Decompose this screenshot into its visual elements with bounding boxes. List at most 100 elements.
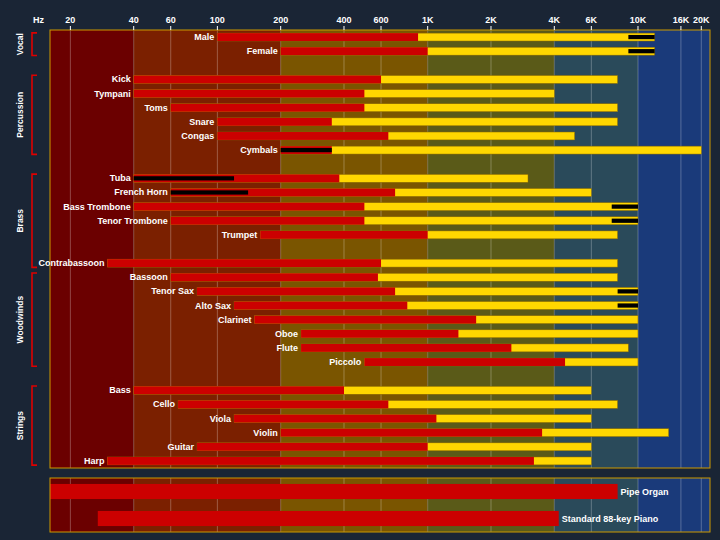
plot-area: [50, 30, 710, 468]
frequency-band: [638, 30, 710, 468]
plot-frame: [50, 30, 710, 468]
group-label: Woodwinds: [15, 296, 25, 344]
tick-mark: [427, 26, 428, 30]
range-bar: [134, 90, 555, 98]
grid-line: [70, 30, 71, 468]
group-label: Strings: [15, 411, 25, 441]
group-bracket: Percussion: [15, 75, 37, 154]
range-bar: [628, 49, 654, 53]
range-bar: [98, 511, 559, 526]
category-label: Harp: [84, 456, 105, 466]
range-bar: [217, 33, 418, 41]
tick-label: 60: [166, 15, 176, 25]
tick-mark: [554, 26, 555, 30]
tick-mark: [217, 26, 218, 30]
category-label: Bass: [109, 385, 131, 395]
bracket-line: [32, 75, 37, 154]
range-bar: [301, 330, 638, 338]
tick-label: 1K: [422, 15, 434, 25]
axis-label: Hz: [33, 15, 44, 25]
bracket-line: [32, 273, 37, 366]
range-bar: [197, 287, 395, 295]
range-bar: [134, 174, 340, 182]
tick-label: 400: [336, 15, 351, 25]
range-bar: [171, 189, 592, 197]
category-label: Bass Trombone: [63, 202, 131, 212]
group-label: Vocal: [15, 33, 25, 55]
range-bar: [618, 303, 638, 307]
range-bar: [281, 47, 428, 55]
range-bar: [134, 75, 381, 83]
range-bar: [254, 316, 638, 324]
category-label: Pipe Organ: [621, 487, 669, 497]
category-label: Kick: [112, 74, 132, 84]
range-bar: [197, 443, 428, 451]
range-bar: [281, 148, 332, 152]
plot-background: [50, 478, 710, 532]
group-bracket: Vocal: [15, 33, 37, 56]
range-bar: [301, 344, 511, 352]
plot-area: [50, 478, 710, 532]
tick-label: 100: [210, 15, 225, 25]
range-bar: [281, 146, 702, 154]
group-label: Brass: [15, 209, 25, 233]
tick-label: 20K: [693, 15, 710, 25]
range-bar: [234, 415, 591, 423]
bracket-line: [32, 33, 37, 56]
range-bar: [301, 330, 458, 338]
range-bar: [260, 231, 427, 239]
range-bar: [134, 176, 234, 180]
range-bar: [281, 429, 542, 437]
category-label: Standard 88-key Piano: [562, 514, 659, 524]
category-label: Piccolo: [329, 357, 362, 367]
range-bar: [628, 35, 654, 39]
range-bar: [171, 190, 248, 194]
category-label: Flute: [277, 343, 299, 353]
plot-background: [50, 30, 710, 468]
range-bar: [134, 174, 528, 182]
tick-mark: [701, 26, 702, 30]
category-label: Female: [247, 46, 278, 56]
range-bar: [618, 289, 638, 293]
category-label: Tenor Trombone: [97, 216, 167, 226]
category-label: Contrabassoon: [38, 258, 104, 268]
range-bar: [171, 104, 618, 112]
range-bar: [612, 219, 638, 223]
tick-label: 2K: [485, 15, 497, 25]
tick-mark: [680, 26, 681, 30]
range-bar: [171, 217, 365, 225]
category-label: French Horn: [114, 187, 168, 197]
range-bar: [171, 273, 618, 281]
category-label: Tympani: [94, 89, 130, 99]
category-label: Male: [194, 32, 214, 42]
range-bar: [301, 344, 628, 352]
tick-label: 20: [65, 15, 75, 25]
range-bar: [171, 217, 638, 225]
group-bracket: Brass: [15, 174, 37, 267]
category-label: Clarinet: [218, 315, 252, 325]
tick-label: 4K: [549, 15, 561, 25]
tick-mark: [343, 26, 344, 30]
tick-label: 10K: [630, 15, 647, 25]
category-label: Guitar: [167, 442, 194, 452]
tick-mark: [170, 26, 171, 30]
category-label: Bassoon: [130, 272, 168, 282]
range-bar: [107, 259, 617, 267]
range-bar: [134, 386, 592, 394]
range-bar: [171, 189, 395, 197]
grid-line: [680, 30, 681, 468]
range-bar: [134, 203, 638, 211]
range-bar: [178, 400, 388, 408]
range-bar: [234, 302, 407, 310]
grid-line: [680, 478, 681, 532]
category-label: Tenor Sax: [151, 286, 194, 296]
tick-mark: [637, 26, 638, 30]
range-bar: [217, 132, 574, 140]
tick-label: 200: [273, 15, 288, 25]
range-bar: [134, 386, 344, 394]
tick-mark: [133, 26, 134, 30]
tick-label: 16K: [673, 15, 690, 25]
grid-line: [701, 30, 702, 468]
range-bar: [364, 358, 565, 366]
tick-mark: [70, 26, 71, 30]
